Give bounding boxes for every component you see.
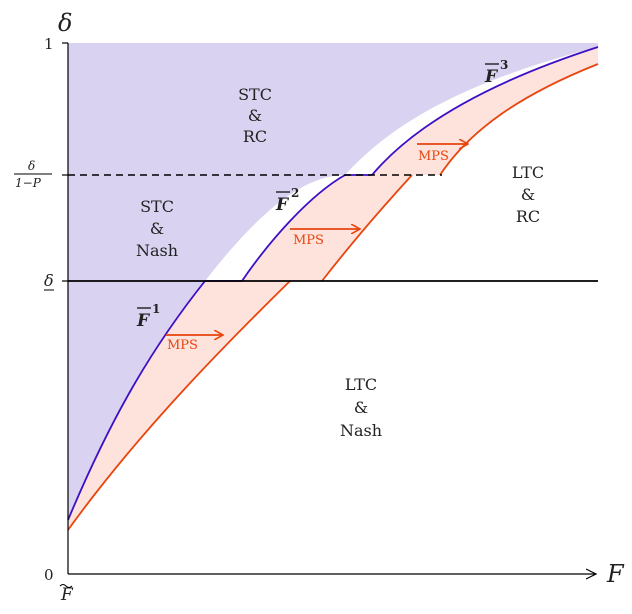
region-stc-rc-line2: & bbox=[248, 106, 262, 125]
curve-label-f3-letter: F bbox=[484, 67, 499, 87]
mps-label-3: MPS bbox=[418, 149, 449, 164]
y-ratio-denominator: 1−P bbox=[15, 176, 42, 190]
region-ltc-nash-line1: LTC bbox=[345, 375, 377, 394]
curve-label-f2-sup: 2 bbox=[291, 186, 299, 200]
region-ltc-rc-line1: LTC bbox=[512, 163, 544, 182]
curve-label-f2-letter: F bbox=[275, 195, 290, 215]
blue-frontier-curve bbox=[67, 46, 599, 521]
curve-label-f1: F 1 bbox=[136, 302, 160, 331]
mps-label-1: MPS bbox=[167, 338, 198, 353]
y-top-tick: 1 bbox=[44, 35, 54, 53]
origin-tick: 0 bbox=[44, 566, 54, 584]
region-ltc-nash-line3: Nash bbox=[340, 421, 382, 440]
region-stc-nash-line1: STC bbox=[140, 197, 174, 216]
mps-label-2: MPS bbox=[293, 233, 324, 248]
region-stc-nash-line2: & bbox=[150, 219, 164, 238]
curve-label-f1-sup: 1 bbox=[152, 302, 160, 316]
x-axis-title: F bbox=[606, 560, 625, 588]
orange-frontier-curve bbox=[67, 63, 599, 531]
x-origin-label: F bbox=[60, 585, 74, 605]
region-stc-nash-line3: Nash bbox=[136, 241, 178, 260]
region-ltc-rc-line3: RC bbox=[516, 207, 540, 226]
region-ltc-nash-line2: & bbox=[354, 398, 368, 417]
curve-label-f3-sup: 3 bbox=[500, 58, 508, 72]
y-delta-tick: δ bbox=[44, 271, 54, 290]
region-stc-rc-line1: STC bbox=[238, 85, 272, 104]
curve-label-f2: F 2 bbox=[275, 186, 299, 215]
x-origin-tilde bbox=[59, 584, 73, 588]
region-stc-rc-line3: RC bbox=[243, 127, 267, 146]
region-ltc-rc-line2: & bbox=[521, 185, 535, 204]
curve-label-f1-letter: F bbox=[136, 311, 151, 331]
y-axis-title: δ bbox=[58, 9, 72, 37]
y-ratio-numerator: δ bbox=[28, 159, 35, 173]
curve-label-f3: F 3 bbox=[484, 58, 508, 87]
purple-region bbox=[68, 43, 598, 520]
